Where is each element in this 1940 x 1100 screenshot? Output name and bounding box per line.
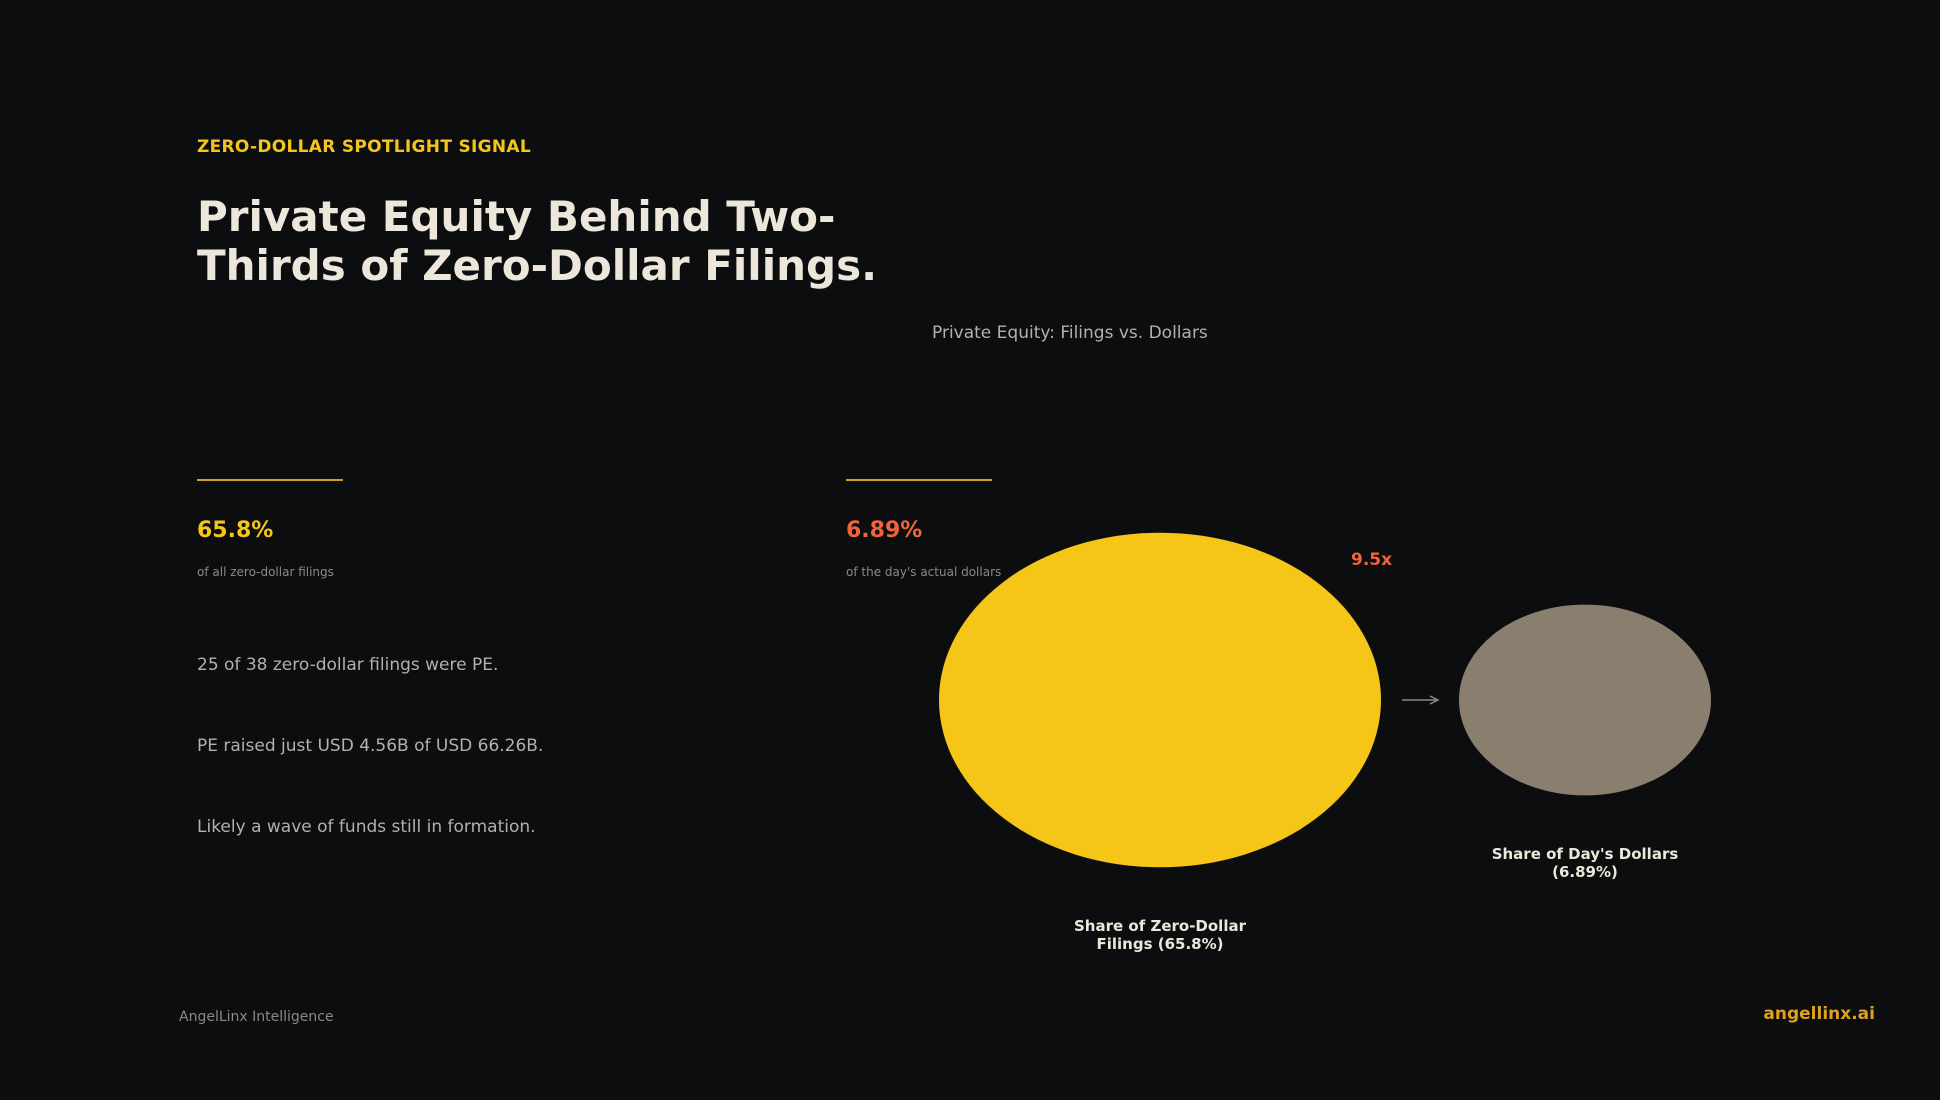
bubble	[1458, 604, 1712, 796]
title: Private Equity Behind Two-Thirds of Zero…	[197, 192, 878, 290]
ratio-annotation: 9.5x	[1351, 550, 1393, 570]
divider	[846, 479, 992, 481]
stat-caption: of the day's actual dollars	[846, 565, 1002, 579]
chart-title: Private Equity: Filings vs. Dollars	[932, 323, 1208, 343]
bullet: PE raised just USD 4.56B of USD 66.26B.	[197, 736, 544, 756]
bullet: 25 of 38 zero-dollar filings were PE.	[197, 655, 499, 675]
arrow-head	[1429, 695, 1440, 705]
bubble-label: Share of Zero-Dollar Filings (65.8%)	[1074, 917, 1246, 954]
stat-value: 6.89%	[846, 518, 923, 543]
eyebrow: ZERO-DOLLAR SPOTLIGHT SIGNAL	[197, 137, 531, 157]
stat-value: 65.8%	[197, 518, 274, 543]
bullet: Likely a wave of funds still in formatio…	[197, 817, 536, 837]
bubble-label: Share of Day's Dollars (6.89%)	[1491, 845, 1679, 882]
stat-caption: of all zero-dollar filings	[197, 565, 334, 579]
bubble	[938, 532, 1382, 868]
footer-url: angellinx.ai	[1763, 1004, 1875, 1024]
divider	[197, 479, 343, 481]
footer-brand: AngelLinx Intelligence	[179, 1009, 334, 1025]
